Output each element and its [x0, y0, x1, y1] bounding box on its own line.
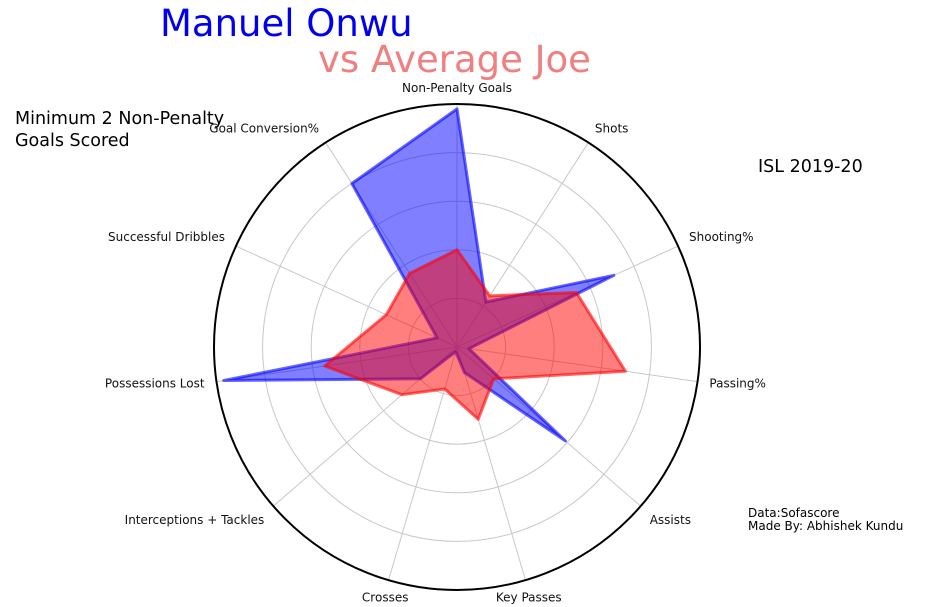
- radar-boundary: [213, 103, 701, 591]
- author: Made By: Abhishek Kundu: [748, 519, 904, 533]
- credits: Data:Sofascore Made By: Abhishek Kundu: [748, 507, 903, 533]
- filter-note: Minimum 2 Non-Penalty Goals Scored: [15, 109, 225, 151]
- chart-title: Manuel Onwu: [160, 2, 413, 45]
- axis-label: Shots: [595, 122, 629, 136]
- axis-label: Possessions Lost: [105, 376, 205, 390]
- season-label: ISL 2019-20: [758, 157, 863, 177]
- data-source: Data:Sofascore: [748, 506, 840, 520]
- axis-label: Goal Conversion%: [209, 122, 319, 136]
- axis-label: Assists: [650, 513, 691, 527]
- axis-label: Non-Penalty Goals: [402, 81, 512, 95]
- axis-label: Successful Dribbles: [108, 230, 225, 244]
- axis-label: Crosses: [362, 591, 409, 605]
- axis-label: Interceptions + Tackles: [125, 513, 265, 527]
- axis-label: Shooting%: [689, 230, 754, 244]
- chart-subtitle: vs Average Joe: [318, 38, 591, 81]
- axis-label: Passing%: [709, 376, 766, 390]
- series-2-area: [323, 248, 627, 421]
- axis-label: Key Passes: [496, 591, 562, 605]
